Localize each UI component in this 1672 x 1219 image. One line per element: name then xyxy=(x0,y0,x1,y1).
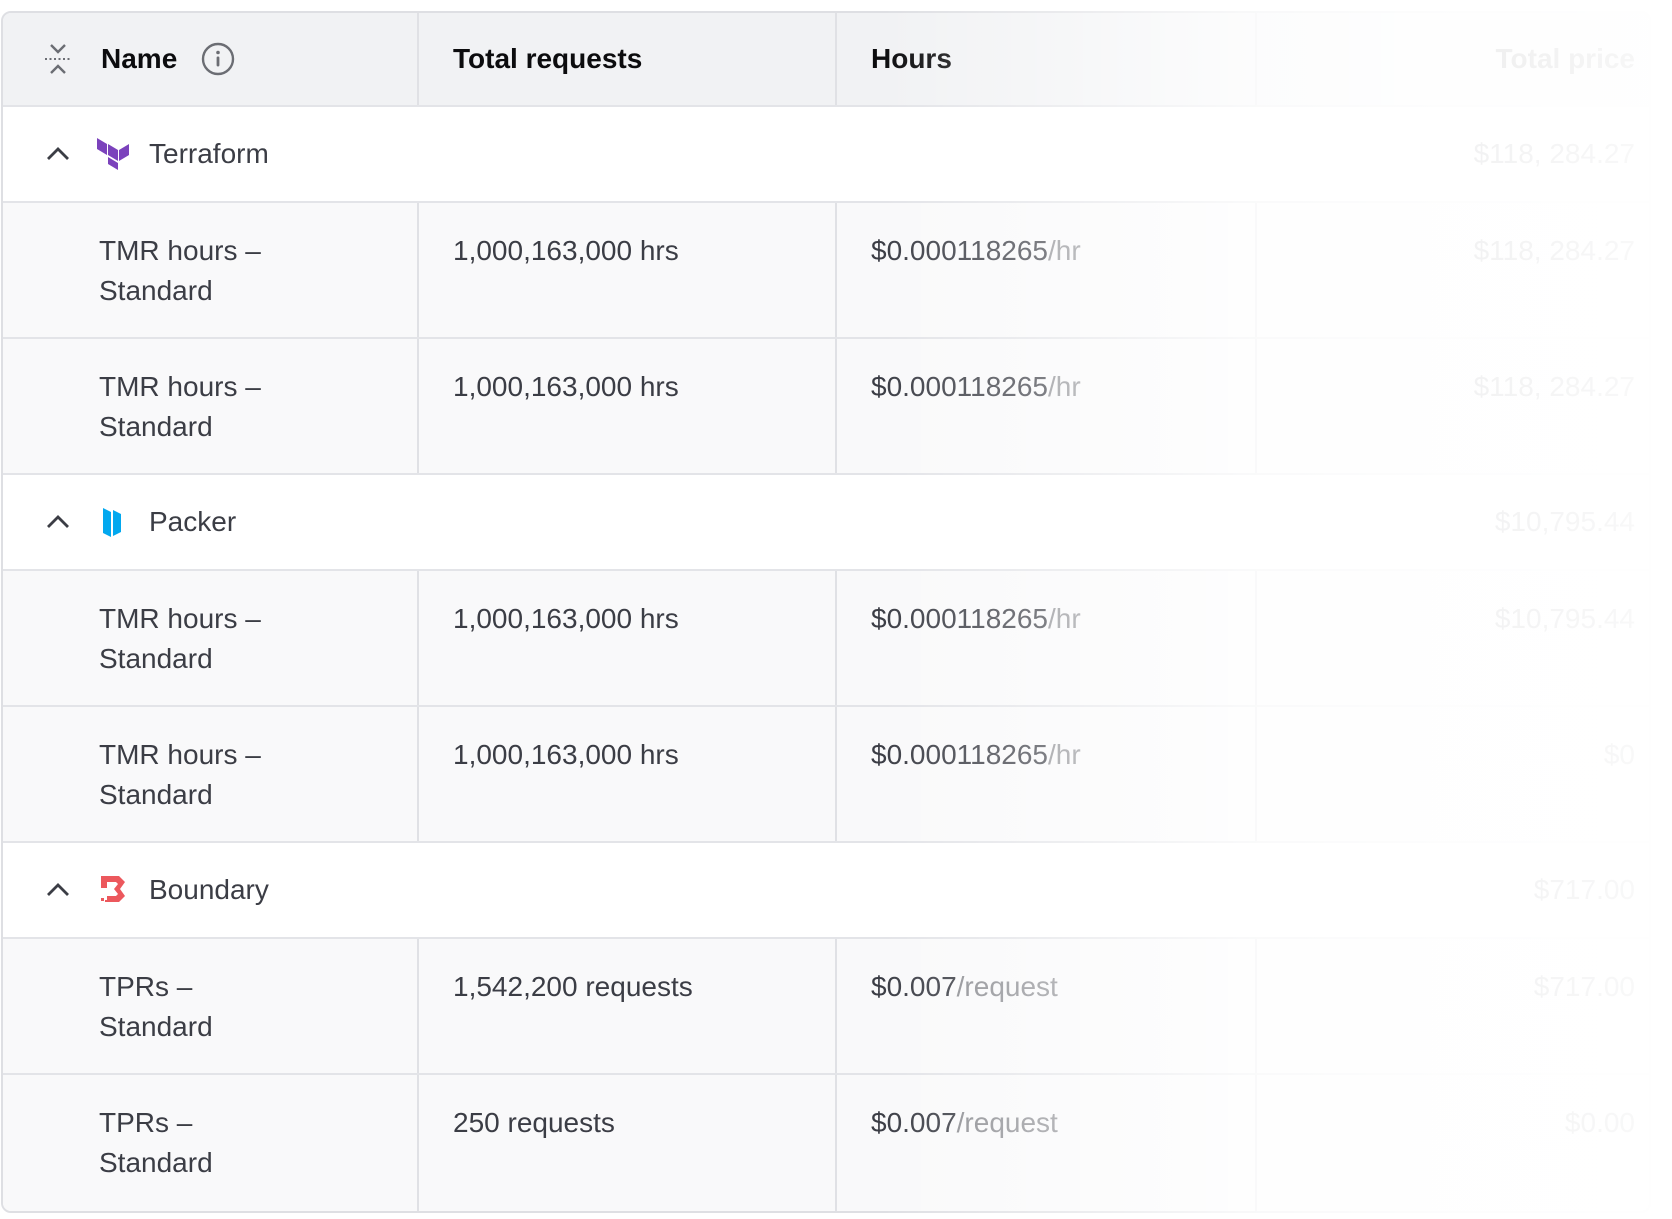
row-requests: 1,000,163,000 hrs xyxy=(419,203,837,337)
row-requests: 1,000,163,000 hrs xyxy=(419,339,837,473)
row-rate: $0.000118265/hr xyxy=(837,571,1257,705)
table-header: Name Total requests Hours Total price xyxy=(3,13,1649,107)
group-total: $118, 284.27 xyxy=(1473,138,1635,169)
rate-unit: /hr xyxy=(1048,235,1081,266)
row-requests: 1,000,163,000 hrs xyxy=(419,571,837,705)
table-row: TMR hours – Standard 1,000,163,000 hrs $… xyxy=(3,339,1649,475)
table-row: TPRs – Standard 250 requests $0.007/requ… xyxy=(3,1075,1649,1211)
rate-price: $0.000118265 xyxy=(871,371,1048,402)
rate-price: $0.000118265 xyxy=(871,739,1048,770)
row-requests: 1,000,163,000 hrs xyxy=(419,707,837,841)
column-header-total-requests[interactable]: Total requests xyxy=(419,13,837,105)
row-rate: $0.000118265/hr xyxy=(837,707,1257,841)
chevron-up-icon[interactable] xyxy=(45,514,71,530)
column-header-hours[interactable]: Hours xyxy=(837,13,1257,105)
rate-price: $0.000118265 xyxy=(871,603,1048,634)
row-requests: 250 requests xyxy=(419,1075,837,1211)
name-header-label: Name xyxy=(101,43,178,74)
table-row: TMR hours – Standard 1,000,163,000 hrs $… xyxy=(3,571,1649,707)
row-name: TMR hours – Standard xyxy=(3,339,419,473)
group-row-packer[interactable]: Packer $10,795.44 xyxy=(3,475,1649,571)
table-row: TMR hours – Standard 1,000,163,000 hrs $… xyxy=(3,203,1649,339)
row-name: TMR hours – Standard xyxy=(3,571,419,705)
usage-table: Name Total requests Hours Total price Te… xyxy=(1,11,1651,1213)
rate-unit: /hr xyxy=(1048,739,1081,770)
row-rate: $0.007/request xyxy=(837,1075,1257,1211)
chevron-up-icon[interactable] xyxy=(45,146,71,162)
rate-unit: /request xyxy=(956,971,1058,1002)
row-name: TMR hours – Standard xyxy=(3,707,419,841)
group-name: Packer xyxy=(149,506,237,537)
info-icon[interactable] xyxy=(201,42,235,76)
table-row: TPRs – Standard 1,542,200 requests $0.00… xyxy=(3,939,1649,1075)
rate-unit: /request xyxy=(956,1107,1058,1138)
table-row: TMR hours – Standard 1,000,163,000 hrs $… xyxy=(3,707,1649,843)
group-name: Terraform xyxy=(149,138,269,169)
rate-price: $0.007 xyxy=(871,1107,957,1138)
row-rate: $0.000118265/hr xyxy=(837,339,1257,473)
group-row-terraform[interactable]: Terraform $118, 284.27 xyxy=(3,107,1649,203)
group-name-cell: Packer xyxy=(3,475,1249,569)
collapse-all-icon[interactable] xyxy=(43,42,73,76)
row-rate: $0.000118265/hr xyxy=(837,203,1257,337)
rate-unit: /hr xyxy=(1048,603,1081,634)
row-total: $0 xyxy=(1603,739,1635,770)
row-name: TPRs – Standard xyxy=(3,939,419,1073)
row-total: $10,795.44 xyxy=(1494,603,1635,634)
row-total: $0.00 xyxy=(1564,1107,1635,1138)
rate-price: $0.000118265 xyxy=(871,235,1048,266)
row-total: $118, 284.27 xyxy=(1473,235,1635,266)
packer-logo-icon xyxy=(103,508,121,537)
terraform-logo-icon xyxy=(97,138,129,170)
row-requests: 1,542,200 requests xyxy=(419,939,837,1073)
row-total: $717.00 xyxy=(1533,971,1635,1002)
group-total: $717.00 xyxy=(1533,874,1635,905)
group-name-cell: Terraform xyxy=(3,107,1249,201)
rate-unit: /hr xyxy=(1048,371,1081,402)
chevron-up-icon[interactable] xyxy=(45,882,71,898)
group-name-cell: Boundary xyxy=(3,843,1249,937)
row-name: TMR hours – Standard xyxy=(3,203,419,337)
boundary-logo-icon xyxy=(101,876,125,902)
row-total: $118, 284.27 xyxy=(1473,371,1635,402)
rate-price: $0.007 xyxy=(871,971,957,1002)
row-name: TPRs – Standard xyxy=(3,1075,419,1211)
row-rate: $0.007/request xyxy=(837,939,1257,1073)
column-header-name[interactable]: Name xyxy=(3,13,419,105)
column-header-total-price[interactable]: Total price xyxy=(1495,43,1635,74)
group-total: $10,795.44 xyxy=(1494,506,1635,537)
group-name: Boundary xyxy=(149,874,269,905)
group-row-boundary[interactable]: Boundary $717.00 xyxy=(3,843,1649,939)
